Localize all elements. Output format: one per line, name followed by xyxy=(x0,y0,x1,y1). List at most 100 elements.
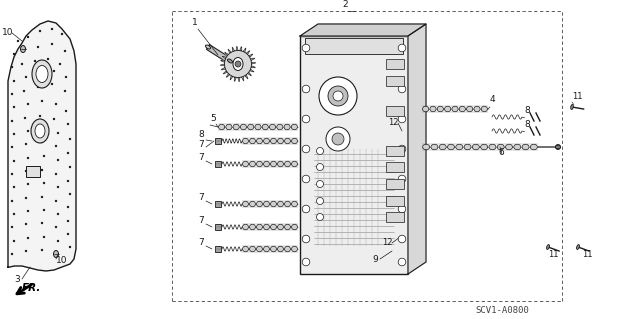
Ellipse shape xyxy=(481,106,488,112)
Text: 7: 7 xyxy=(198,193,204,202)
Circle shape xyxy=(57,132,59,134)
Bar xyxy=(386,59,404,69)
Ellipse shape xyxy=(278,224,284,230)
Text: 7: 7 xyxy=(198,153,204,162)
Text: SCV1-A0800: SCV1-A0800 xyxy=(475,306,529,315)
Circle shape xyxy=(398,235,406,243)
Text: 7: 7 xyxy=(198,238,204,247)
Circle shape xyxy=(39,73,41,75)
Polygon shape xyxy=(227,74,230,77)
Polygon shape xyxy=(408,24,426,274)
Ellipse shape xyxy=(460,106,465,112)
Ellipse shape xyxy=(32,60,52,88)
Circle shape xyxy=(43,236,45,238)
Ellipse shape xyxy=(271,161,276,167)
Bar xyxy=(215,201,221,207)
Circle shape xyxy=(398,44,406,52)
Bar xyxy=(386,106,404,116)
Circle shape xyxy=(39,30,41,32)
Circle shape xyxy=(57,186,59,188)
Bar xyxy=(386,212,404,222)
Ellipse shape xyxy=(292,201,298,207)
Polygon shape xyxy=(250,58,255,61)
Ellipse shape xyxy=(556,145,561,149)
Circle shape xyxy=(69,166,71,168)
Polygon shape xyxy=(221,64,225,66)
Ellipse shape xyxy=(285,246,291,252)
Ellipse shape xyxy=(437,106,444,112)
Polygon shape xyxy=(228,49,231,53)
Circle shape xyxy=(398,85,406,93)
Circle shape xyxy=(36,46,39,48)
Circle shape xyxy=(41,100,44,102)
Circle shape xyxy=(43,155,45,157)
Text: 12: 12 xyxy=(388,118,399,127)
Ellipse shape xyxy=(452,106,458,112)
Ellipse shape xyxy=(257,224,262,230)
Circle shape xyxy=(319,77,357,115)
Ellipse shape xyxy=(285,224,291,230)
Ellipse shape xyxy=(514,144,521,150)
Text: 3: 3 xyxy=(14,275,20,284)
Ellipse shape xyxy=(577,245,579,249)
Polygon shape xyxy=(240,47,241,51)
Circle shape xyxy=(61,33,63,35)
Circle shape xyxy=(25,223,28,225)
Circle shape xyxy=(41,249,44,251)
Text: 1: 1 xyxy=(192,18,198,27)
Ellipse shape xyxy=(271,224,276,230)
Ellipse shape xyxy=(422,144,429,150)
Ellipse shape xyxy=(291,124,298,130)
Polygon shape xyxy=(222,56,227,59)
Polygon shape xyxy=(244,75,248,78)
Polygon shape xyxy=(238,78,240,81)
Circle shape xyxy=(43,182,45,184)
Text: 7: 7 xyxy=(198,216,204,225)
Circle shape xyxy=(25,76,28,78)
Circle shape xyxy=(57,213,59,215)
Bar xyxy=(305,38,403,54)
Ellipse shape xyxy=(531,144,538,150)
Circle shape xyxy=(23,90,25,92)
Circle shape xyxy=(11,253,13,255)
Ellipse shape xyxy=(278,246,284,252)
Polygon shape xyxy=(232,48,234,52)
Ellipse shape xyxy=(292,224,298,230)
Text: 8: 8 xyxy=(524,106,530,115)
Bar xyxy=(386,76,404,86)
Circle shape xyxy=(24,48,26,50)
Ellipse shape xyxy=(431,144,438,150)
Text: 4: 4 xyxy=(490,95,495,104)
Bar xyxy=(215,246,221,252)
Ellipse shape xyxy=(285,138,291,144)
Circle shape xyxy=(302,115,310,123)
Circle shape xyxy=(41,169,44,171)
Ellipse shape xyxy=(243,161,248,167)
Circle shape xyxy=(13,240,15,242)
Circle shape xyxy=(67,206,69,208)
Circle shape xyxy=(27,36,29,38)
Circle shape xyxy=(41,196,44,198)
Text: 2: 2 xyxy=(342,0,348,9)
Ellipse shape xyxy=(472,144,479,150)
Ellipse shape xyxy=(497,144,504,150)
Polygon shape xyxy=(250,69,253,72)
Text: 11: 11 xyxy=(548,250,559,259)
Polygon shape xyxy=(251,66,255,68)
Bar xyxy=(386,146,404,156)
Bar xyxy=(215,161,221,167)
Bar xyxy=(215,138,221,144)
Circle shape xyxy=(13,80,15,82)
Circle shape xyxy=(55,200,57,202)
Circle shape xyxy=(332,133,344,145)
Circle shape xyxy=(398,145,406,153)
Ellipse shape xyxy=(250,138,255,144)
Text: 9: 9 xyxy=(372,255,378,264)
Circle shape xyxy=(328,86,348,106)
Circle shape xyxy=(67,220,69,222)
Text: 11: 11 xyxy=(582,250,593,259)
Circle shape xyxy=(317,147,323,154)
Ellipse shape xyxy=(464,144,471,150)
Circle shape xyxy=(67,123,69,125)
Circle shape xyxy=(11,200,13,202)
